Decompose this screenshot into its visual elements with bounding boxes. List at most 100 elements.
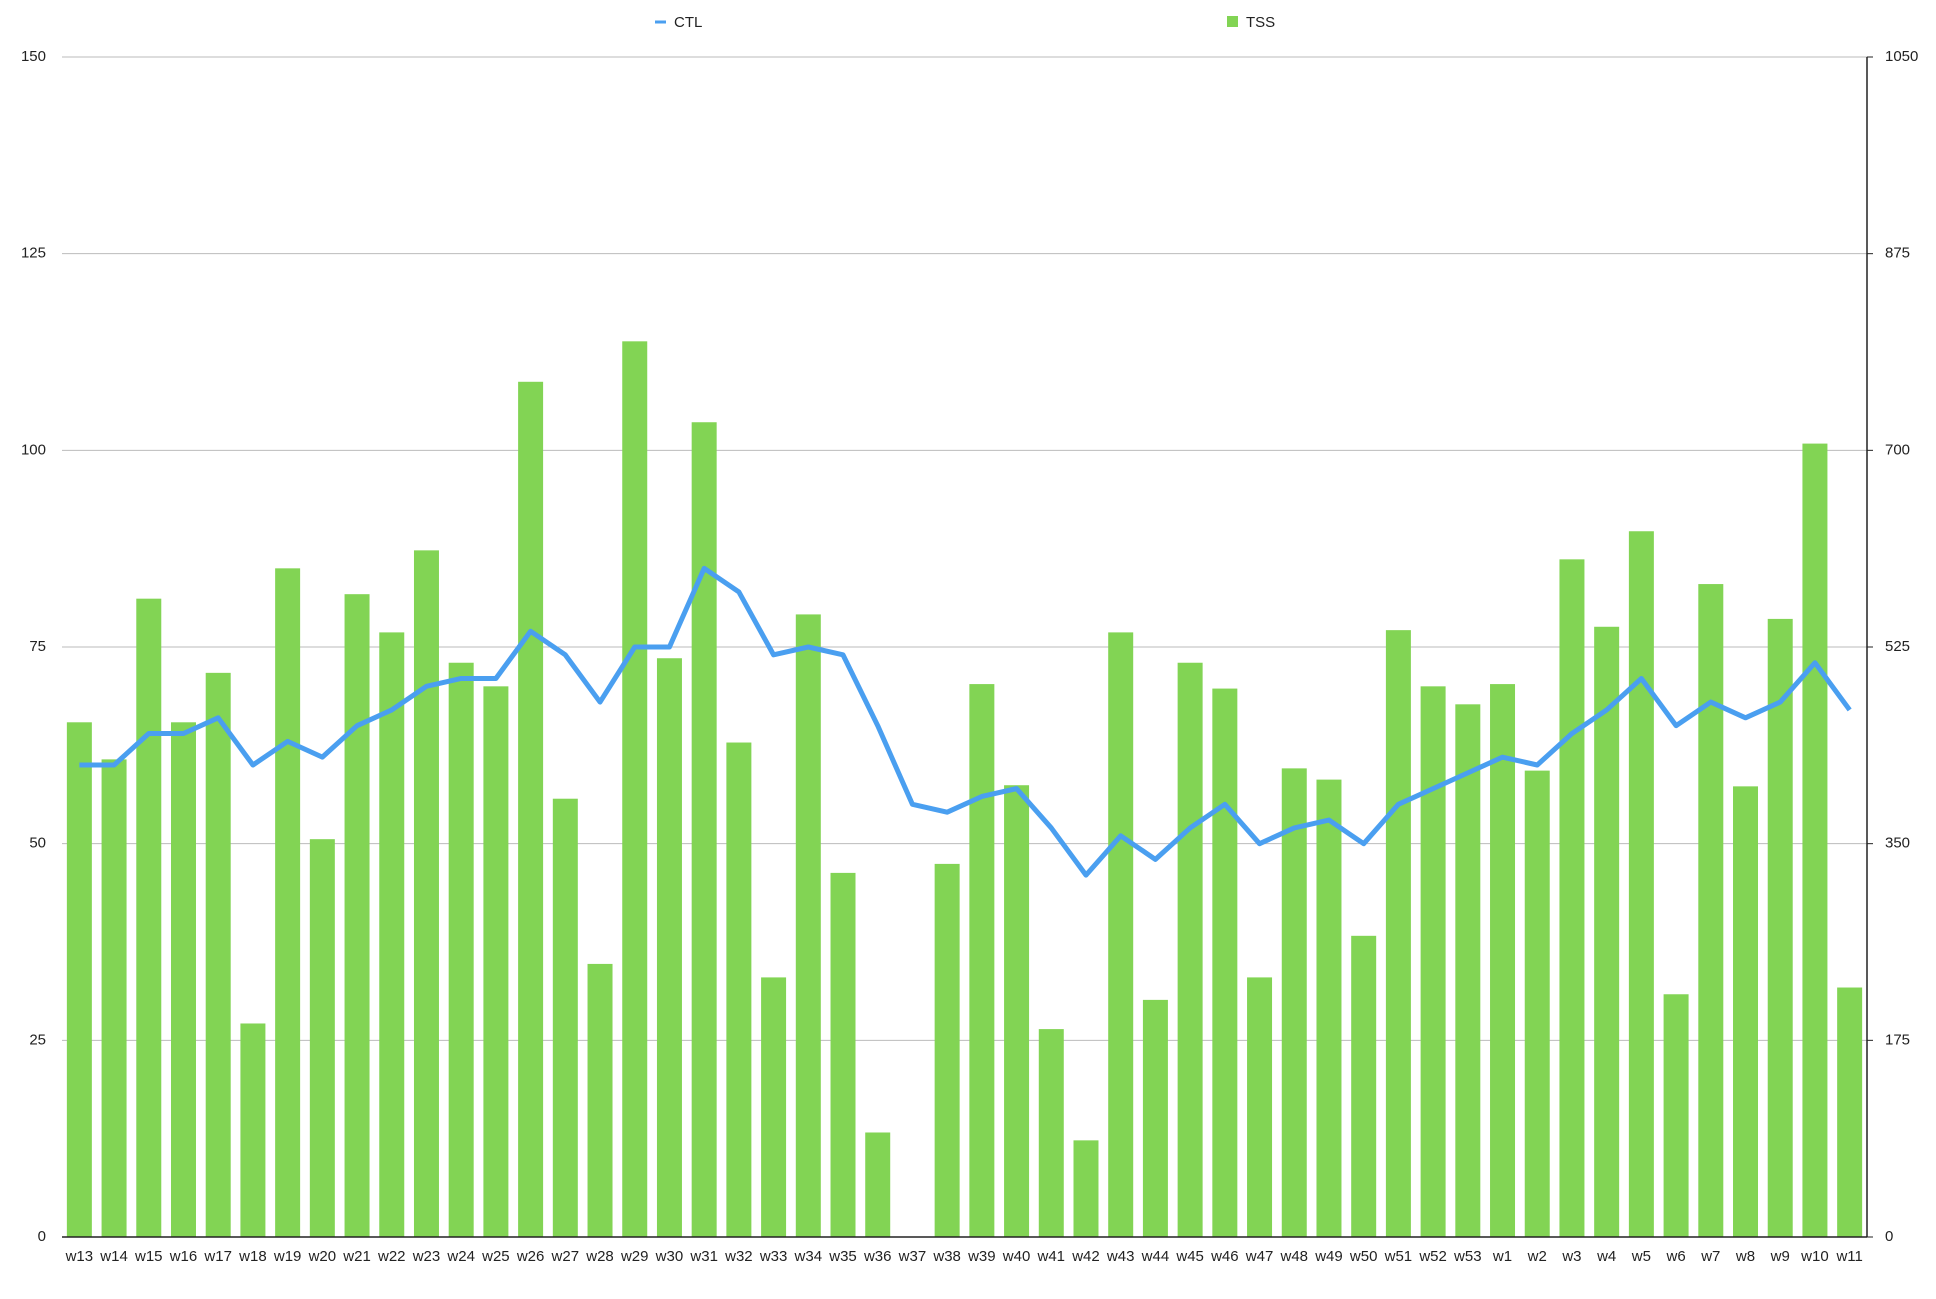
bar: [1524, 770, 1550, 1237]
x-tick-label: w32: [724, 1248, 753, 1265]
x-tick-label: w14: [99, 1248, 128, 1265]
y2-tick-label: 1050: [1885, 48, 1918, 65]
y2-tick-label: 700: [1885, 441, 1910, 458]
bar: [1802, 443, 1828, 1238]
bar: [379, 632, 405, 1237]
bar: [101, 759, 127, 1237]
bar: [66, 722, 92, 1237]
x-tick-label: w34: [794, 1248, 823, 1265]
x-tick-label: w31: [689, 1248, 718, 1265]
x-tick-label: w45: [1175, 1248, 1204, 1265]
x-tick-label: w46: [1210, 1248, 1239, 1265]
bar: [1385, 630, 1411, 1237]
bar: [1628, 531, 1654, 1237]
y-tick-label: 0: [38, 1228, 46, 1245]
bar: [795, 614, 821, 1237]
y-tick-label: 50: [29, 835, 46, 852]
x-tick-label: w28: [585, 1248, 614, 1265]
y-tick-label: 100: [21, 441, 46, 458]
x-tick-label: w17: [203, 1248, 232, 1265]
bar: [830, 872, 856, 1237]
bar: [656, 658, 682, 1237]
bar: [240, 1023, 266, 1237]
x-tick-label: w1: [1492, 1248, 1512, 1265]
x-tick-label: w36: [863, 1248, 892, 1265]
x-tick-label: w2: [1527, 1248, 1547, 1265]
y2-tick-label: 525: [1885, 638, 1910, 655]
bar: [691, 422, 717, 1237]
x-tick-label: w24: [446, 1248, 475, 1265]
x-tick-label: w21: [342, 1248, 371, 1265]
x-tick-label: w13: [65, 1248, 94, 1265]
x-tick-label: w16: [169, 1248, 198, 1265]
x-tick-label: w53: [1453, 1248, 1482, 1265]
bar: [1351, 935, 1377, 1237]
x-tick-label: w19: [273, 1248, 302, 1265]
bar: [726, 742, 752, 1237]
x-tick-label: w38: [932, 1248, 961, 1265]
bar: [413, 550, 439, 1237]
x-tick-label: w50: [1349, 1248, 1378, 1265]
x-tick-label: w3: [1561, 1248, 1581, 1265]
line: [79, 565, 1852, 878]
x-tick-label: w42: [1071, 1248, 1100, 1265]
bar: [1837, 987, 1863, 1237]
bar: [1212, 688, 1238, 1237]
bar: [1490, 684, 1516, 1237]
legend-swatch: [1227, 16, 1238, 27]
bar: [136, 598, 162, 1237]
x-tick-label: w22: [377, 1248, 406, 1265]
bar: [1559, 559, 1585, 1237]
bar: [1177, 662, 1203, 1237]
bar: [1281, 768, 1307, 1237]
y-tick-label: 125: [21, 245, 46, 262]
y-tick-label: 150: [21, 48, 46, 65]
bar: [483, 686, 509, 1237]
bar: [969, 684, 995, 1237]
x-tick-label: w27: [551, 1248, 580, 1265]
x-tick-label: w10: [1800, 1248, 1829, 1265]
x-tick-label: w37: [898, 1248, 927, 1265]
x-tick-label: w4: [1596, 1248, 1616, 1265]
y2-tick-label: 175: [1885, 1031, 1910, 1048]
y-tick-label: 75: [29, 638, 46, 655]
x-tick-label: w49: [1314, 1248, 1343, 1265]
bar: [1004, 785, 1030, 1237]
x-tick-label: w8: [1735, 1248, 1755, 1265]
bar: [1698, 584, 1724, 1237]
bar: [205, 672, 231, 1237]
bar: [1594, 626, 1620, 1237]
bar: [1767, 618, 1793, 1237]
bar: [1038, 1029, 1064, 1237]
x-tick-label: w47: [1245, 1248, 1274, 1265]
x-tick-label: w51: [1384, 1248, 1413, 1265]
x-tick-label: w5: [1631, 1248, 1651, 1265]
bar: [761, 977, 787, 1237]
bar: [934, 863, 960, 1237]
x-tick-label: w29: [620, 1248, 649, 1265]
bar: [622, 341, 648, 1237]
x-tick-label: w26: [516, 1248, 545, 1265]
x-tick-label: w39: [967, 1248, 996, 1265]
legend-label: CTL: [674, 14, 702, 31]
x-tick-label: w20: [308, 1248, 337, 1265]
x-tick-label: w44: [1141, 1248, 1170, 1265]
x-tick-label: w33: [759, 1248, 788, 1265]
bar: [1420, 686, 1446, 1237]
bar: [587, 963, 613, 1237]
bar: [275, 568, 301, 1237]
x-tick-label: w9: [1770, 1248, 1790, 1265]
bar: [1142, 999, 1168, 1237]
x-tick-label: w25: [481, 1248, 510, 1265]
bar: [865, 1132, 891, 1237]
bar: [1455, 704, 1481, 1237]
bar: [518, 381, 544, 1237]
y2-tick-label: 0: [1885, 1228, 1893, 1245]
y2-tick-label: 875: [1885, 245, 1910, 262]
x-tick-label: w15: [134, 1248, 163, 1265]
x-tick-label: w23: [412, 1248, 441, 1265]
legend-label: TSS: [1246, 14, 1275, 31]
y2-tick-label: 350: [1885, 835, 1910, 852]
bar: [1316, 779, 1342, 1237]
